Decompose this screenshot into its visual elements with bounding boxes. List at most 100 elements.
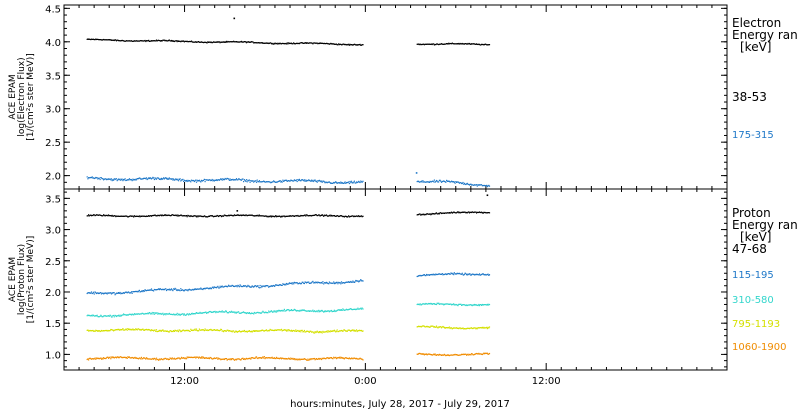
data-point — [91, 292, 93, 295]
data-point — [482, 212, 484, 214]
data-point — [477, 211, 479, 213]
data-point — [192, 215, 194, 218]
data-point — [150, 289, 152, 291]
data-point — [93, 39, 95, 41]
data-point — [320, 42, 323, 44]
data-point — [99, 357, 101, 359]
data-point — [183, 314, 185, 316]
data-point — [201, 216, 203, 218]
data-point — [445, 303, 447, 305]
data-point — [125, 40, 127, 42]
data-point — [322, 180, 324, 182]
data-point — [140, 313, 142, 315]
data-point — [317, 214, 319, 217]
data-point — [438, 326, 440, 328]
data-point — [341, 182, 343, 184]
data-point — [194, 356, 196, 358]
data-point — [428, 353, 430, 355]
data-point — [470, 183, 472, 185]
data-point — [113, 314, 115, 317]
data-point — [137, 357, 139, 360]
data-point — [178, 180, 180, 182]
data-point — [196, 312, 198, 314]
data-point — [165, 357, 167, 360]
data-point — [257, 330, 259, 332]
data-point — [215, 286, 217, 289]
data-point — [211, 178, 213, 181]
data-point — [286, 180, 288, 182]
data-point — [183, 357, 185, 359]
data-point — [487, 185, 489, 187]
data-point — [418, 353, 420, 355]
data-point — [348, 44, 350, 46]
data-point — [416, 303, 418, 306]
data-point — [321, 181, 323, 183]
data-point — [265, 181, 267, 183]
data-point — [183, 313, 185, 315]
data-point — [425, 353, 428, 355]
data-point — [159, 330, 161, 332]
data-point — [176, 179, 178, 181]
data-point — [169, 313, 171, 315]
data-point — [185, 215, 187, 217]
data-point — [295, 42, 298, 44]
data-point — [323, 311, 325, 313]
data-point — [101, 39, 103, 41]
data-point — [243, 214, 245, 216]
data-point — [287, 283, 289, 285]
data-point — [134, 313, 136, 316]
data-point — [258, 330, 260, 332]
data-point — [321, 282, 323, 284]
data-point — [258, 287, 260, 289]
data-point — [457, 327, 459, 329]
data-point — [434, 303, 436, 305]
data-point — [354, 308, 356, 310]
data-point — [138, 177, 140, 179]
data-point — [259, 181, 261, 183]
data-point — [242, 311, 244, 313]
data-point — [125, 328, 128, 330]
data-point — [192, 357, 194, 359]
data-point — [310, 359, 312, 361]
data-point — [446, 43, 448, 45]
x-tick-label: 12:00 — [170, 376, 199, 387]
data-point — [435, 326, 437, 328]
data-point — [278, 215, 280, 217]
data-point — [110, 358, 112, 360]
data-point — [484, 304, 486, 306]
data-point — [465, 273, 467, 275]
data-point — [105, 315, 108, 317]
data-point — [212, 180, 214, 182]
data-point — [94, 357, 96, 359]
data-point — [309, 358, 311, 360]
data-point — [240, 41, 242, 43]
data-point — [486, 44, 488, 46]
data-point — [435, 180, 437, 183]
data-point — [331, 43, 333, 45]
data-point — [165, 358, 168, 360]
data-point — [200, 179, 203, 181]
data-point — [249, 312, 251, 315]
data-point — [133, 314, 135, 316]
data-point — [125, 314, 127, 316]
data-point — [174, 179, 176, 181]
data-point — [130, 357, 133, 359]
data-point — [173, 214, 175, 216]
data-point — [131, 292, 133, 294]
data-point — [355, 329, 358, 331]
data-point — [449, 181, 451, 183]
data-point — [444, 212, 446, 214]
data-point — [285, 215, 287, 217]
data-point — [179, 214, 181, 217]
data-point — [462, 181, 464, 184]
data-point — [298, 330, 300, 332]
data-point — [285, 215, 288, 217]
data-point — [451, 304, 453, 306]
data-point — [191, 41, 193, 43]
data-point — [273, 310, 275, 312]
data-point — [360, 181, 363, 183]
data-point — [330, 310, 332, 312]
data-point — [261, 357, 263, 359]
data-point — [420, 181, 422, 183]
data-point — [433, 326, 435, 328]
